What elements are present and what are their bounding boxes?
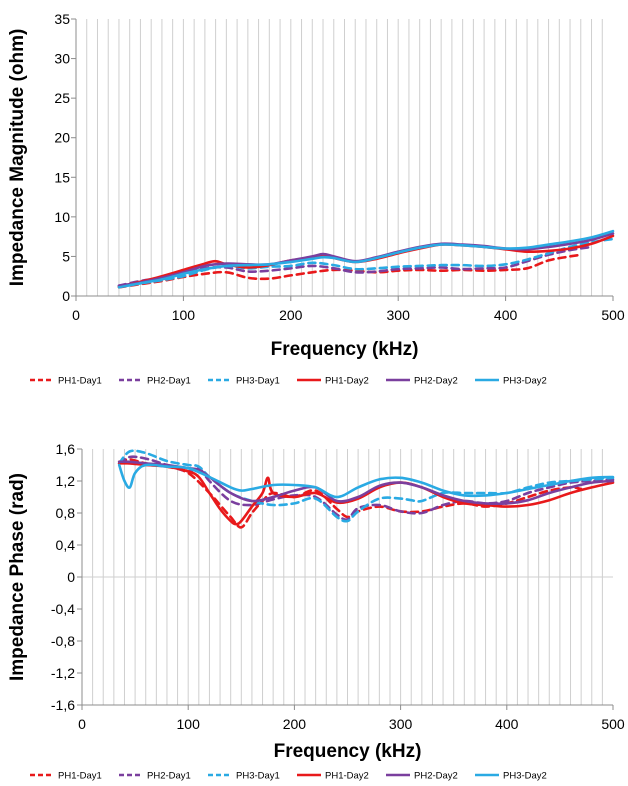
y-tick-label: 5 — [62, 248, 70, 264]
y-tick-label: -0,8 — [51, 633, 75, 649]
x-tick-label: 100 — [177, 716, 201, 732]
x-tick-label: 300 — [387, 307, 411, 323]
legend-label: PH3-Day2 — [503, 376, 547, 387]
legend-label: PH2-Day2 — [414, 376, 458, 387]
y-tick-label: 0 — [62, 288, 70, 304]
x-tick-label: 500 — [601, 307, 625, 323]
x-tick-label: 300 — [389, 716, 413, 732]
series-line-ph3-day2 — [117, 463, 615, 499]
y-axis-title: Impedance Magnitude (ohm) — [7, 29, 28, 287]
x-tick-label: 400 — [494, 307, 518, 323]
chart-panel-0: 0 5 10 15 20 25 30 35 0 100 200 300 400 500 Frequency … — [7, 11, 625, 387]
y-tick-label: -1,2 — [51, 665, 75, 681]
x-tick-label: 400 — [495, 716, 519, 732]
y-axis-title: Impedance Phase (rad) — [7, 473, 28, 681]
legend-label: PH3-Day2 — [503, 771, 547, 782]
grid-lines — [86, 19, 603, 296]
legend: PH1-Day1 PH2-Day1 PH3-Day1 PH1-Day2 PH2-Day2… — [30, 376, 547, 387]
legend-label: PH1-Day2 — [325, 771, 369, 782]
legend-label: PH1-Day1 — [58, 376, 102, 387]
y-tick-label: 1,6 — [56, 441, 76, 457]
y-tick-label: 1,2 — [56, 473, 76, 489]
legend-label: PH3-Day1 — [236, 771, 280, 782]
y-tick-label: 10 — [54, 209, 70, 225]
y-tick-label: 0 — [67, 569, 75, 585]
x-tick-label: 200 — [283, 716, 307, 732]
y-tick-label: 0,4 — [56, 537, 76, 553]
series-group — [117, 229, 615, 289]
chart-panel-1: -1,6 -1,2 -0,8 -0,4 0 0,4 0,8 1,2 1,6 0 100 200 300 4… — [7, 441, 625, 782]
y-tick-label: 35 — [54, 11, 70, 27]
legend-label: PH2-Day1 — [147, 376, 191, 387]
series-group — [117, 449, 615, 529]
x-tick-label: 200 — [279, 307, 303, 323]
series-line-ph1-day2 — [117, 461, 615, 526]
legend: PH1-Day1 PH2-Day1 PH3-Day1 PH1-Day2 PH2-Day2… — [30, 771, 547, 782]
y-tick-label: 25 — [54, 90, 70, 106]
y-tick-label: -0,4 — [51, 601, 75, 617]
x-tick-label: 100 — [172, 307, 196, 323]
legend-label: PH1-Day1 — [58, 771, 102, 782]
series-line-ph2-day1 — [117, 245, 593, 287]
x-axis-title: Frequency (kHz) — [271, 339, 419, 360]
y-tick-label: 20 — [54, 130, 70, 146]
y-tick-label: 15 — [54, 169, 70, 185]
x-tick-label: 0 — [72, 307, 80, 323]
x-tick-label: 0 — [78, 716, 86, 732]
x-tick-label: 500 — [601, 716, 625, 732]
legend-label: PH3-Day1 — [236, 376, 280, 387]
x-axis-title: Frequency (kHz) — [274, 741, 422, 762]
y-tick-label: 30 — [54, 51, 70, 67]
legend-label: PH2-Day2 — [414, 771, 458, 782]
legend-label: PH2-Day1 — [147, 771, 191, 782]
series-line-ph1-day1 — [117, 253, 583, 289]
series-line-ph3-day2 — [117, 229, 615, 289]
legend-label: PH1-Day2 — [325, 376, 369, 387]
y-tick-label: -1,6 — [51, 697, 75, 713]
y-tick-label: 0,8 — [56, 505, 76, 521]
